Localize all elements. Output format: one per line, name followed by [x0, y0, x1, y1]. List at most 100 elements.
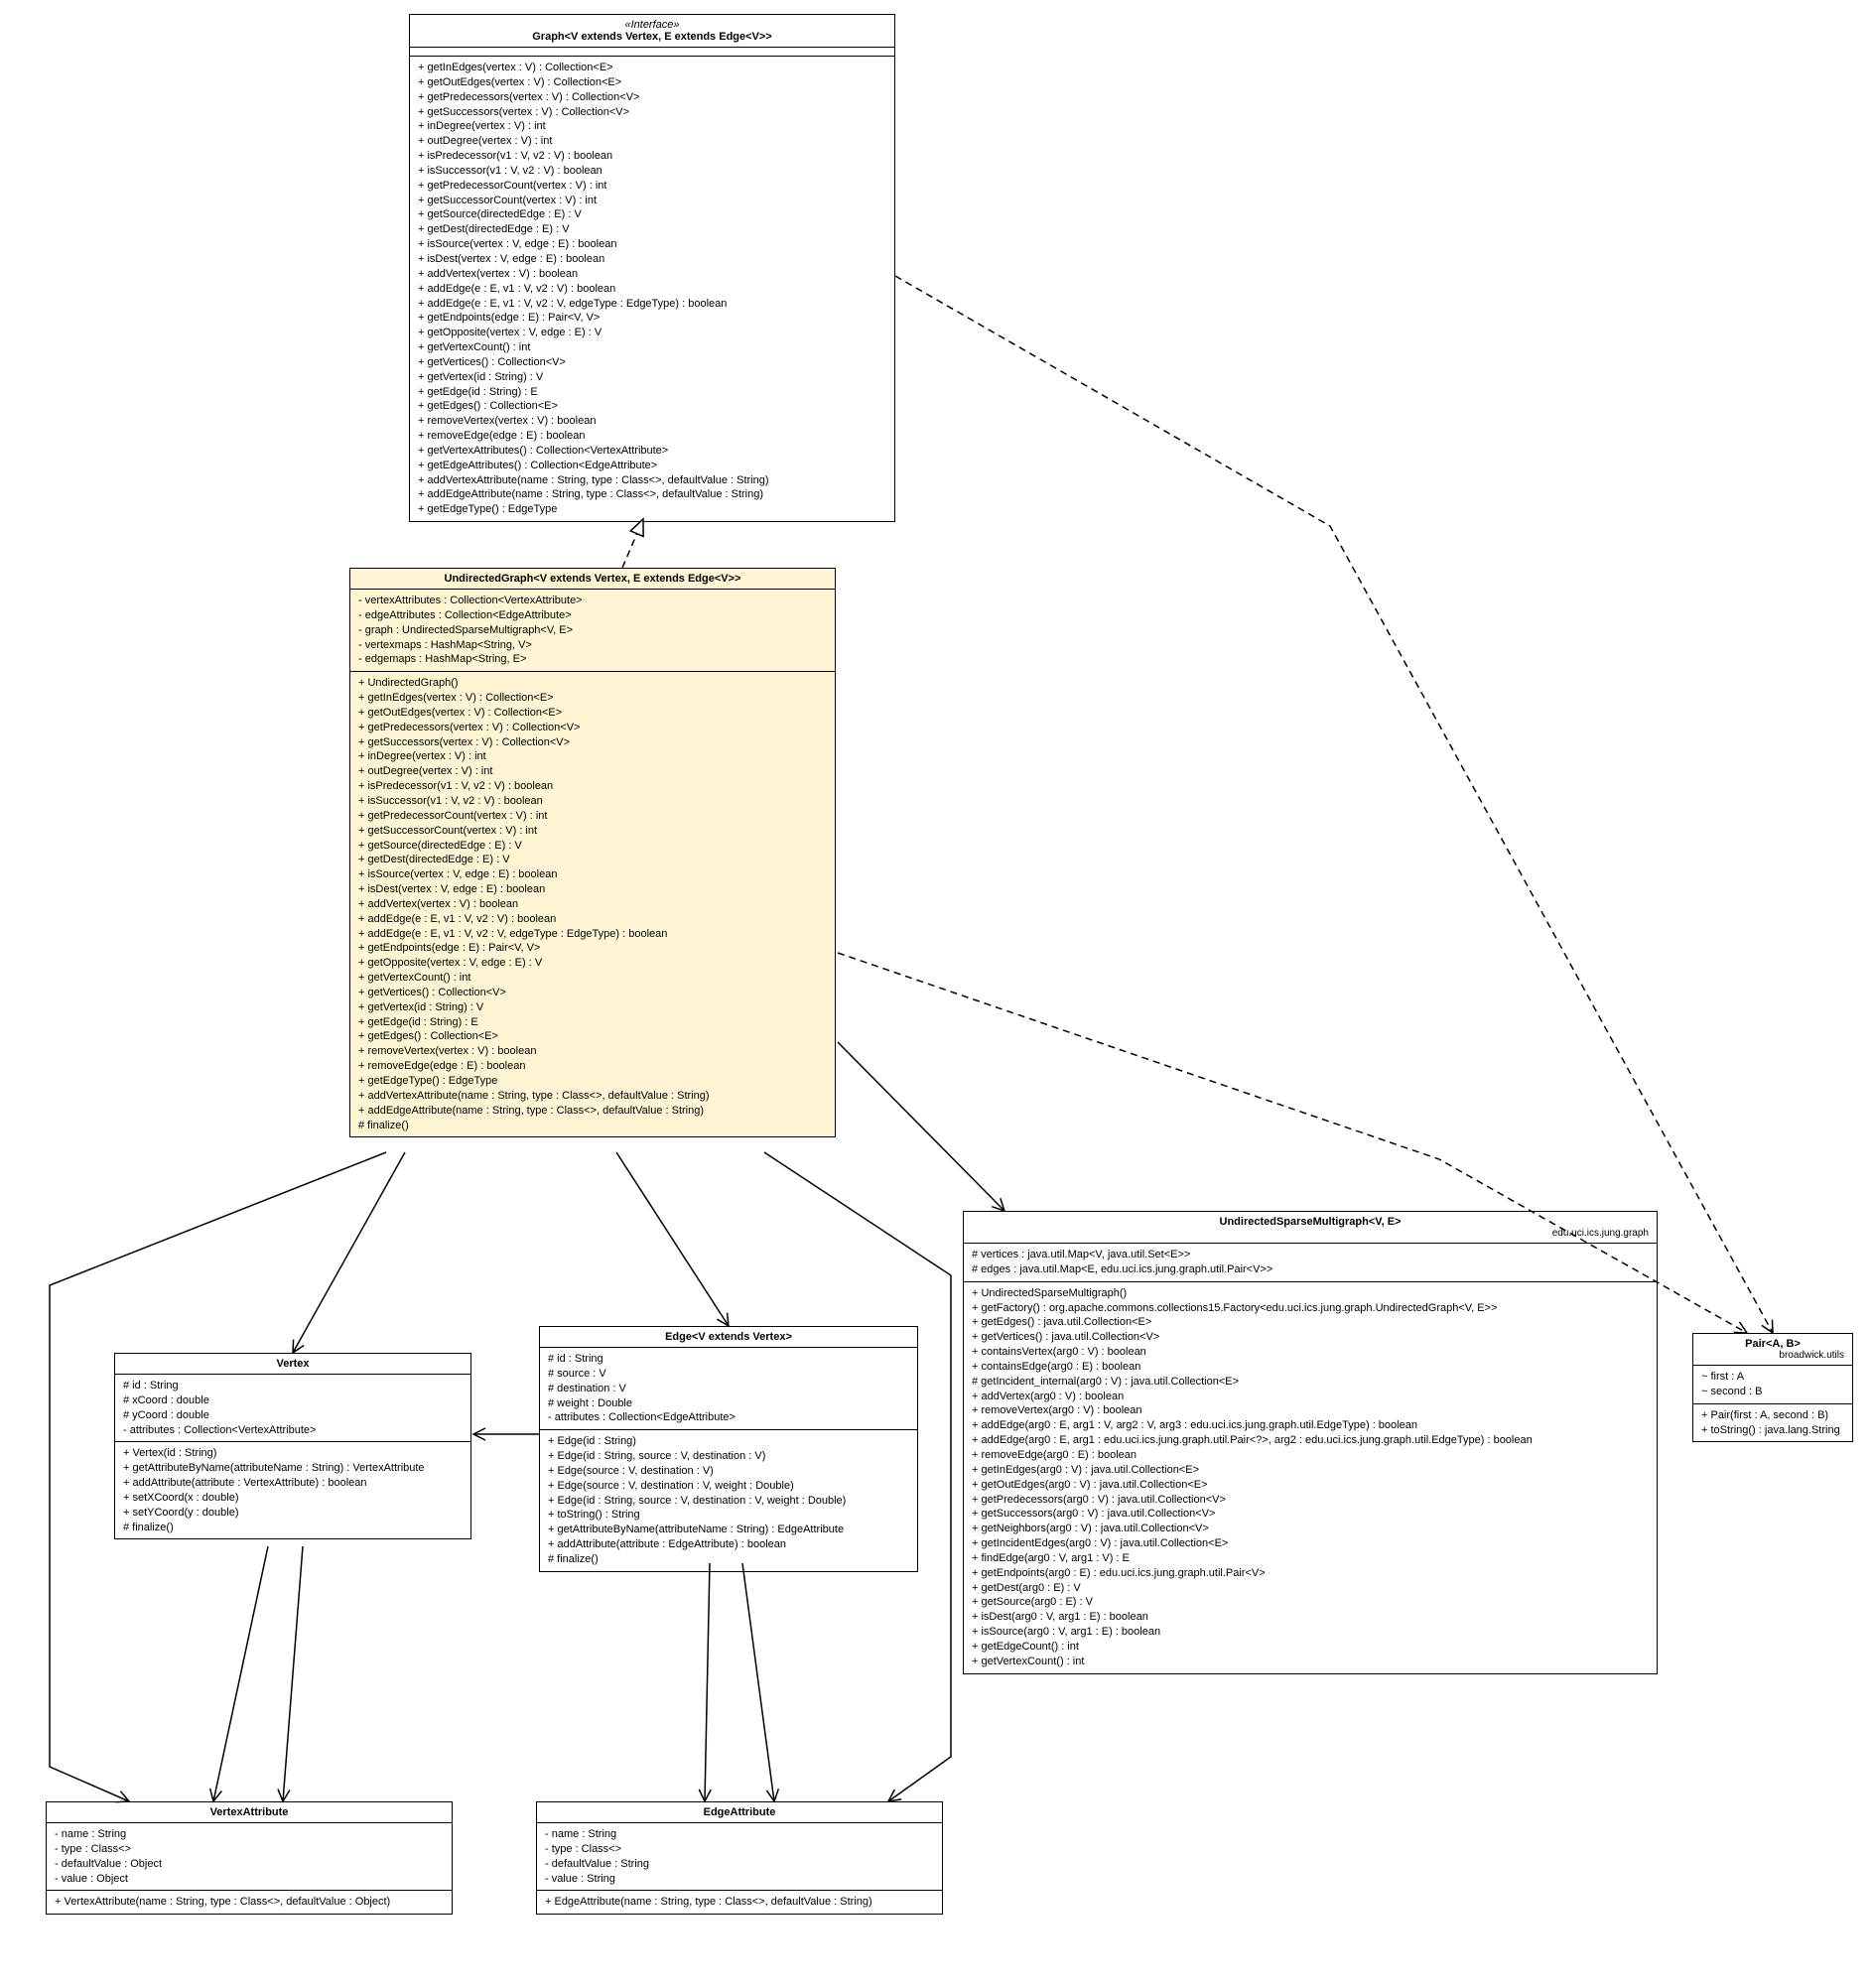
class-member: + getSuccessors(vertex : V) : Collection…: [358, 735, 827, 750]
class-member: + addAttribute(attribute : VertexAttribu…: [123, 1476, 463, 1491]
class-member: + getOutEdges(vertex : V) : Collection<E…: [358, 706, 827, 721]
class-section: - name : String- type : Class<>- default…: [47, 1823, 452, 1891]
class-member: + getOutEdges(arg0 : V) : java.util.Coll…: [972, 1478, 1649, 1493]
class-member: # finalize(): [123, 1521, 463, 1535]
class-member: - edgeAttributes : Collection<EdgeAttrib…: [358, 608, 827, 623]
class-member: + getVertex(id : String) : V: [418, 370, 886, 385]
class-section: + Pair(first : A, second : B)+ toString(…: [1693, 1404, 1852, 1442]
class-member: + getEdge(id : String) : E: [358, 1015, 827, 1030]
class-member: + getFactory() : org.apache.commons.coll…: [972, 1301, 1649, 1316]
class-member: + UndirectedGraph(): [358, 676, 827, 691]
class-section: + getInEdges(vertex : V) : Collection<E>…: [410, 57, 894, 521]
class-member: + addVertexAttribute(name : String, type…: [358, 1089, 827, 1104]
class-member: # id : String: [548, 1352, 909, 1367]
class-member: + getInEdges(arg0 : V) : java.util.Colle…: [972, 1463, 1649, 1478]
uml-class-undirected_sparse: UndirectedSparseMultigraph<V, E>edu.uci.…: [963, 1211, 1658, 1674]
class-member: + Edge(source : V, destination : V): [548, 1464, 909, 1479]
class-member: + inDegree(vertex : V) : int: [418, 119, 886, 134]
class-member: + getEdges() : Collection<E>: [418, 399, 886, 414]
class-header: UndirectedGraph<V extends Vertex, E exte…: [350, 569, 835, 590]
uml-class-edge: Edge<V extends Vertex># id : String# sou…: [539, 1326, 918, 1572]
class-member: + getDest(arg0 : E) : V: [972, 1581, 1649, 1596]
class-member: + getAttributeByName(attributeName : Str…: [123, 1461, 463, 1476]
class-member: + setYCoord(y : double): [123, 1506, 463, 1521]
class-member: + getPredecessors(vertex : V) : Collecti…: [418, 90, 886, 105]
class-member: + outDegree(vertex : V) : int: [358, 764, 827, 779]
class-member: + getPredecessorCount(vertex : V) : int: [358, 809, 827, 824]
class-section: # id : String# xCoord : double# yCoord :…: [115, 1375, 470, 1442]
class-member: + EdgeAttribute(name : String, type : Cl…: [545, 1895, 934, 1910]
stereotype: «Interface»: [418, 19, 886, 31]
class-member: + UndirectedSparseMultigraph(): [972, 1286, 1649, 1301]
class-title: UndirectedSparseMultigraph<V, E>: [972, 1216, 1649, 1228]
class-member: + addEdgeAttribute(name : String, type :…: [358, 1104, 827, 1119]
class-member: - type : Class<>: [545, 1842, 934, 1857]
class-member: ~ first : A: [1701, 1370, 1844, 1385]
class-member: + inDegree(vertex : V) : int: [358, 749, 827, 764]
class-package: broadwick.utils: [1701, 1350, 1844, 1361]
class-member: + getEndpoints(edge : E) : Pair<V, V>: [358, 941, 827, 956]
class-member: + setXCoord(x : double): [123, 1491, 463, 1506]
class-member: + isPredecessor(v1 : V, v2 : V) : boolea…: [358, 779, 827, 794]
class-member: + getAttributeByName(attributeName : Str…: [548, 1523, 909, 1537]
class-member: + removeVertex(vertex : V) : boolean: [358, 1044, 827, 1059]
class-member: + addAttribute(attribute : EdgeAttribute…: [548, 1537, 909, 1552]
connector-undirected-to-sparse: [838, 1042, 1004, 1211]
class-member: + containsEdge(arg0 : E) : boolean: [972, 1360, 1649, 1375]
class-member: + isSource(vertex : V, edge : E) : boole…: [418, 237, 886, 252]
class-member: + getEndpoints(edge : E) : Pair<V, V>: [418, 311, 886, 326]
class-member: + Edge(id : String, source : V, destinat…: [548, 1449, 909, 1464]
class-member: + removeEdge(arg0 : E) : boolean: [972, 1448, 1649, 1463]
connector-edge-to-edgeattr-left: [705, 1563, 710, 1801]
class-section: # vertices : java.util.Map<V, java.util.…: [964, 1244, 1657, 1282]
class-member: # edges : java.util.Map<E, edu.uci.ics.j…: [972, 1262, 1649, 1277]
class-member: + isDest(arg0 : V, arg1 : E) : boolean: [972, 1610, 1649, 1625]
uml-class-pair: Pair<A, B>broadwick.utils~ first : A~ se…: [1692, 1333, 1853, 1442]
class-header: «Interface»Graph<V extends Vertex, E ext…: [410, 15, 894, 48]
class-member: + getVertices() : Collection<V>: [358, 986, 827, 1000]
class-member: + getSource(arg0 : E) : V: [972, 1595, 1649, 1610]
connector-vertex-to-vertexattr-left: [213, 1546, 268, 1801]
class-member: + getSuccessors(arg0 : V) : java.util.Co…: [972, 1507, 1649, 1522]
class-member: + getSource(directedEdge : E) : V: [418, 207, 886, 222]
class-header: VertexAttribute: [47, 1802, 452, 1823]
class-member: + getInEdges(vertex : V) : Collection<E>: [418, 61, 886, 75]
class-member: + isSource(arg0 : V, arg1 : E) : boolean: [972, 1625, 1649, 1640]
class-member: # id : String: [123, 1379, 463, 1393]
class-member: + getVertexCount() : int: [358, 971, 827, 986]
class-header: Edge<V extends Vertex>: [540, 1327, 917, 1348]
connector-layer: [0, 0, 1873, 1988]
connector-undirected-to-edge: [616, 1152, 729, 1326]
class-member: + getNeighbors(arg0 : V) : java.util.Col…: [972, 1522, 1649, 1536]
class-member: + getVertices() : java.util.Collection<V…: [972, 1330, 1649, 1345]
class-member: + Edge(source : V, destination : V, weig…: [548, 1479, 909, 1494]
class-member: # vertices : java.util.Map<V, java.util.…: [972, 1248, 1649, 1262]
class-member: + Pair(first : A, second : B): [1701, 1408, 1844, 1423]
class-member: + removeVertex(arg0 : V) : boolean: [972, 1403, 1649, 1418]
class-member: + getOpposite(vertex : V, edge : E) : V: [418, 326, 886, 340]
class-member: + getVertexAttributes() : Collection<Ver…: [418, 444, 886, 459]
class-member: + getDest(directedEdge : E) : V: [418, 222, 886, 237]
class-member: + getOutEdges(vertex : V) : Collection<E…: [418, 75, 886, 90]
class-header: EdgeAttribute: [537, 1802, 942, 1823]
class-member: - vertexAttributes : Collection<VertexAt…: [358, 594, 827, 608]
uml-class-undirected_graph: UndirectedGraph<V extends Vertex, E exte…: [349, 568, 836, 1137]
class-member: + getEdge(id : String) : E: [418, 385, 886, 400]
class-member: + addVertex(arg0 : V) : boolean: [972, 1390, 1649, 1404]
connector-undirected-to-vertex: [293, 1152, 405, 1353]
class-member: + addEdge(arg0 : E, arg1 : edu.uci.ics.j…: [972, 1433, 1649, 1448]
class-member: + getEdgeType() : EdgeType: [418, 502, 886, 517]
class-member: + toString() : java.lang.String: [1701, 1423, 1844, 1438]
class-section: + UndirectedGraph()+ getInEdges(vertex :…: [350, 672, 835, 1136]
class-member: - defaultValue : Object: [55, 1857, 444, 1872]
class-member: + removeEdge(edge : E) : boolean: [358, 1059, 827, 1074]
class-member: + getIncidentEdges(arg0 : V) : java.util…: [972, 1536, 1649, 1551]
class-member: + getPredecessors(vertex : V) : Collecti…: [358, 721, 827, 735]
class-member: - value : Object: [55, 1872, 444, 1887]
class-member: + getSuccessorCount(vertex : V) : int: [358, 824, 827, 839]
class-member: # yCoord : double: [123, 1408, 463, 1423]
class-member: + getSource(directedEdge : E) : V: [358, 839, 827, 854]
class-member: + VertexAttribute(name : String, type : …: [55, 1895, 444, 1910]
class-member: - attributes : Collection<VertexAttribut…: [123, 1423, 463, 1438]
class-section: - vertexAttributes : Collection<VertexAt…: [350, 590, 835, 672]
